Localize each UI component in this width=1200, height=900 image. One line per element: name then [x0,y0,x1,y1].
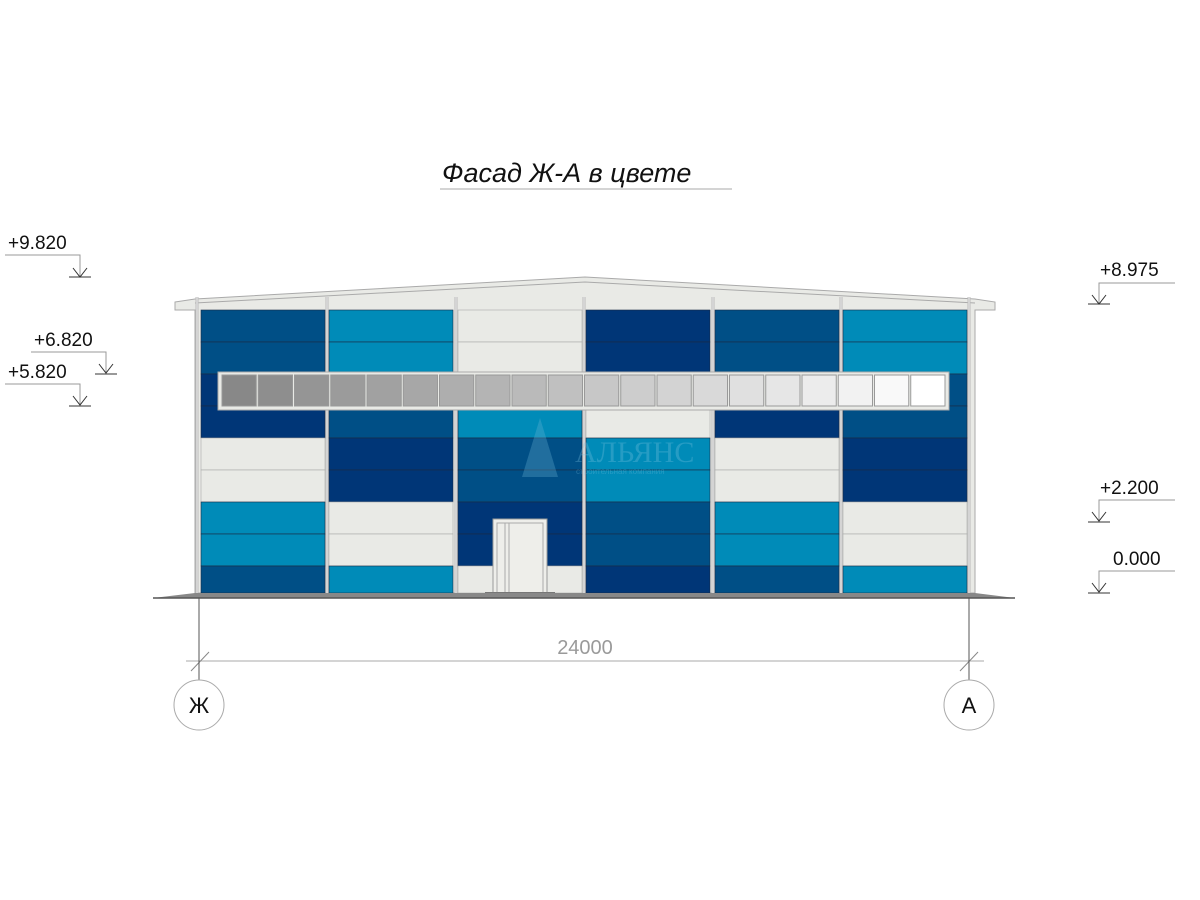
level-label: +5.820 [8,362,67,383]
wall-panel [200,565,326,594]
wall-panel [585,405,711,439]
window-pane [584,374,620,407]
watermark-subtitle: строительная компания [576,467,665,476]
drawing-title: Фасад Ж-А в цвете [442,158,691,188]
window-pane [801,374,837,407]
window-pane [439,374,475,407]
wall-panel [585,341,711,375]
wall-panel [842,501,968,535]
wall-panel [328,501,454,535]
watermark-logo: АЛЬЯНС строительная компания [522,418,694,477]
window-pane [547,374,583,407]
wall-panel [714,309,840,343]
axis-label: А [962,693,977,718]
watermark-name: АЛЬЯНС [575,436,694,469]
wall-panel [585,501,711,535]
window-panes [221,374,946,407]
wall-panel [200,405,326,439]
level-label: 0.000 [1113,549,1161,570]
level-mark-6820: +6.820 [31,330,117,375]
axis-zh: Ж [173,598,225,731]
ground-line [153,593,1015,598]
window-pane [294,374,330,407]
dimension-line: 24000 [186,637,984,672]
wall-panel [457,309,583,343]
level-label: +6.820 [34,330,93,351]
roof-line [194,281,976,304]
axis-a: А [943,598,995,731]
window-pane [475,374,511,407]
wall-panel [328,341,454,375]
wall-panel [842,469,968,503]
wall-panel [200,437,326,471]
wall-panel [200,501,326,535]
wall-panel [714,469,840,503]
wall-panel [328,309,454,343]
window-pane [729,374,765,407]
dimension-label: 24000 [557,637,613,659]
wall-panel [328,533,454,567]
wall-panel [714,405,840,439]
wall-panel [457,405,583,439]
window-pane [620,374,656,407]
wall-panel [585,533,711,567]
entrance-door [492,518,548,594]
window-pane [221,374,257,407]
axis-label: Ж [189,693,210,718]
window-pane [366,374,402,407]
wall-panel [585,565,711,594]
window-pane [910,374,946,407]
wall-panel [585,309,711,343]
level-mark-2200: +2.200 [1088,478,1175,523]
wall-panel [200,309,326,343]
window-pane [402,374,438,407]
wall-panel [457,437,583,471]
window-pane [874,374,910,407]
wall-panel [842,309,968,343]
wall-panel [328,565,454,594]
level-mark-8975: +8.975 [1088,260,1175,305]
wall-panel [328,469,454,503]
level-mark-5820: +5.820 [5,362,91,407]
wall-panel [200,469,326,503]
wall-panel [200,533,326,567]
wall-panel [328,405,454,439]
wall-panel [842,341,968,375]
wall-panel [842,533,968,567]
window-pane [257,374,293,407]
wall-columns [195,297,971,593]
wall-panel [714,501,840,535]
wall-panel [842,437,968,471]
level-label: +2.200 [1100,478,1159,499]
wall-panel [714,437,840,471]
wall-panel [457,341,583,375]
window-pane [511,374,547,407]
level-mark-9820: +9.820 [5,233,91,278]
wall-panel [328,437,454,471]
window-pane [692,374,728,407]
window-pane [330,374,366,407]
wall-panel [842,565,968,594]
wall-panel [842,405,968,439]
wall-panel [714,533,840,567]
wall-panel [714,565,840,594]
wall-panel [585,437,711,471]
wall-panel [200,341,326,375]
level-mark-0000: 0.000 [1088,549,1175,594]
level-label: +8.975 [1100,260,1159,281]
window-pane [656,374,692,407]
wall-panel [457,469,583,503]
level-label: +9.820 [8,233,67,254]
window-pane [837,374,873,407]
window-pane [765,374,801,407]
building: АЛЬЯНС строительная компания [174,276,996,596]
wall-panel [714,341,840,375]
wall-panel [585,469,711,503]
